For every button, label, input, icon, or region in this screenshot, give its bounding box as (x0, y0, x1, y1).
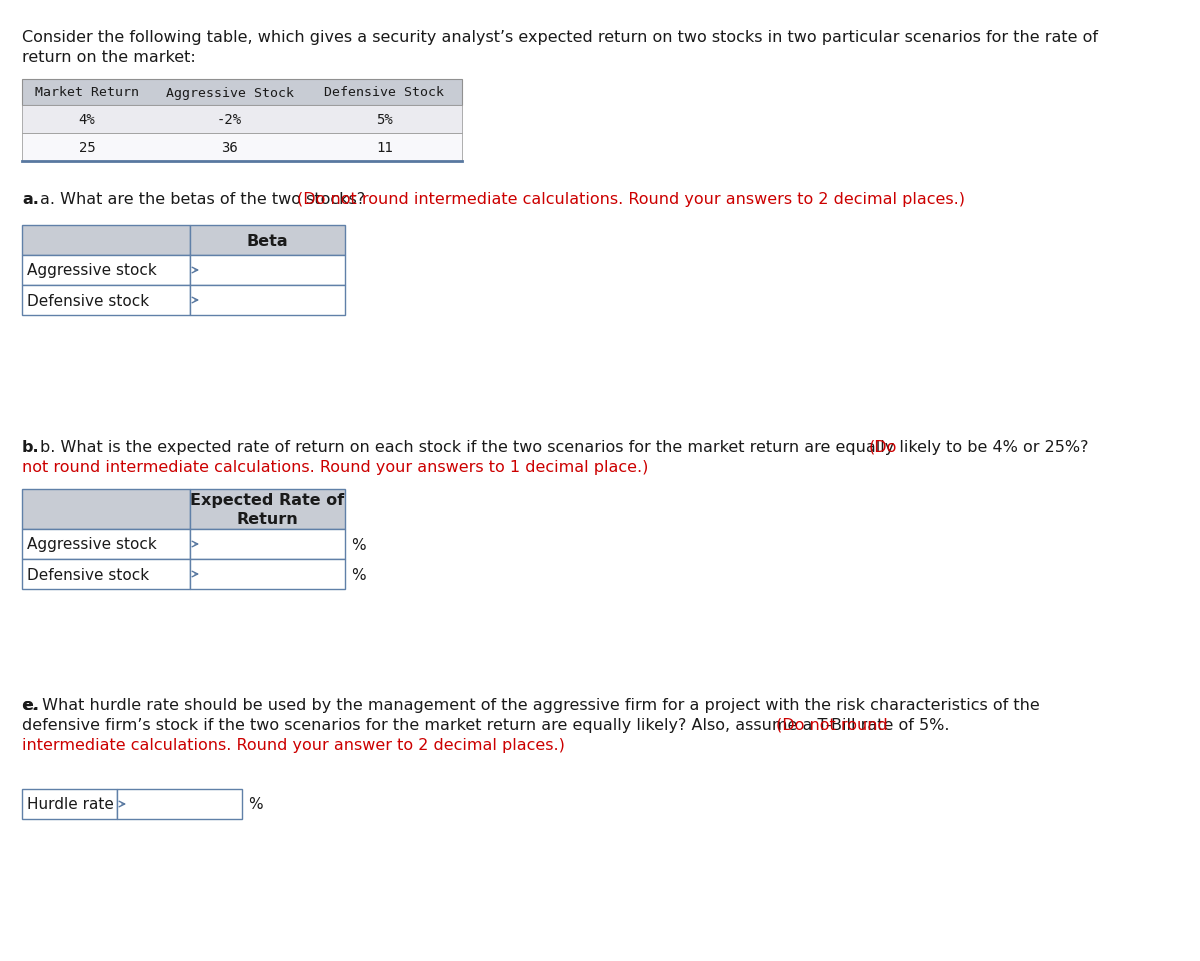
Text: 25: 25 (79, 141, 95, 155)
Text: Aggressive stock: Aggressive stock (28, 263, 157, 279)
Bar (190, 256, 346, 285)
Bar (22, 489, 190, 530)
Bar (22, 789, 118, 819)
Text: e. What hurdle rate should be used by the management of the aggressive firm for : e. What hurdle rate should be used by th… (22, 698, 1039, 712)
Text: Expected Rate of
Return: Expected Rate of Return (191, 493, 344, 527)
Bar (190, 285, 346, 315)
Text: %: % (352, 537, 366, 552)
Text: a. What are the betas of the two stocks?: a. What are the betas of the two stocks? (40, 192, 371, 207)
Text: Consider the following table, which gives a security analyst’s expected return o: Consider the following table, which give… (22, 30, 1098, 45)
Text: Aggressive stock: Aggressive stock (28, 537, 157, 552)
Text: Defensive stock: Defensive stock (28, 567, 149, 582)
Bar (22, 559, 190, 589)
Bar (190, 226, 346, 256)
Text: Hurdle rate: Hurdle rate (28, 797, 114, 812)
Text: 4%: 4% (79, 112, 95, 127)
Bar (190, 559, 346, 589)
Text: Beta: Beta (247, 234, 288, 248)
Text: %: % (352, 567, 366, 582)
Bar (118, 789, 242, 819)
Bar (22, 256, 190, 285)
Text: 36: 36 (221, 141, 238, 155)
Text: 5%: 5% (376, 112, 392, 127)
Bar (22, 226, 190, 256)
Text: not round intermediate calculations. Round your answers to 1 decimal place.): not round intermediate calculations. Rou… (22, 459, 648, 475)
Text: (Do: (Do (869, 439, 898, 455)
Bar (22, 80, 462, 106)
Text: Aggressive Stock: Aggressive Stock (166, 86, 294, 99)
Text: Defensive stock: Defensive stock (28, 293, 149, 308)
Bar (22, 134, 462, 161)
Bar (190, 489, 346, 530)
Text: e.: e. (22, 698, 38, 712)
Text: 11: 11 (376, 141, 392, 155)
Text: defensive firm’s stock if the two scenarios for the market return are equally li: defensive firm’s stock if the two scenar… (22, 717, 955, 732)
Text: -2%: -2% (217, 112, 242, 127)
Bar (22, 106, 462, 134)
Text: intermediate calculations. Round your answer to 2 decimal places.): intermediate calculations. Round your an… (22, 737, 565, 752)
Text: (Do not round intermediate calculations. Round your answers to 2 decimal places.: (Do not round intermediate calculations.… (298, 192, 966, 207)
Text: a.: a. (22, 192, 38, 207)
Bar (22, 285, 190, 315)
Text: Defensive Stock: Defensive Stock (324, 86, 444, 99)
Bar (22, 530, 190, 559)
Text: %: % (248, 797, 263, 812)
Text: b.: b. (22, 439, 40, 455)
Text: Market Return: Market Return (35, 86, 139, 99)
Text: b. What is the expected rate of return on each stock if the two scenarios for th: b. What is the expected rate of return o… (40, 439, 1093, 455)
Bar (190, 530, 346, 559)
Text: (Do not round: (Do not round (775, 717, 887, 732)
Text: return on the market:: return on the market: (22, 50, 196, 65)
